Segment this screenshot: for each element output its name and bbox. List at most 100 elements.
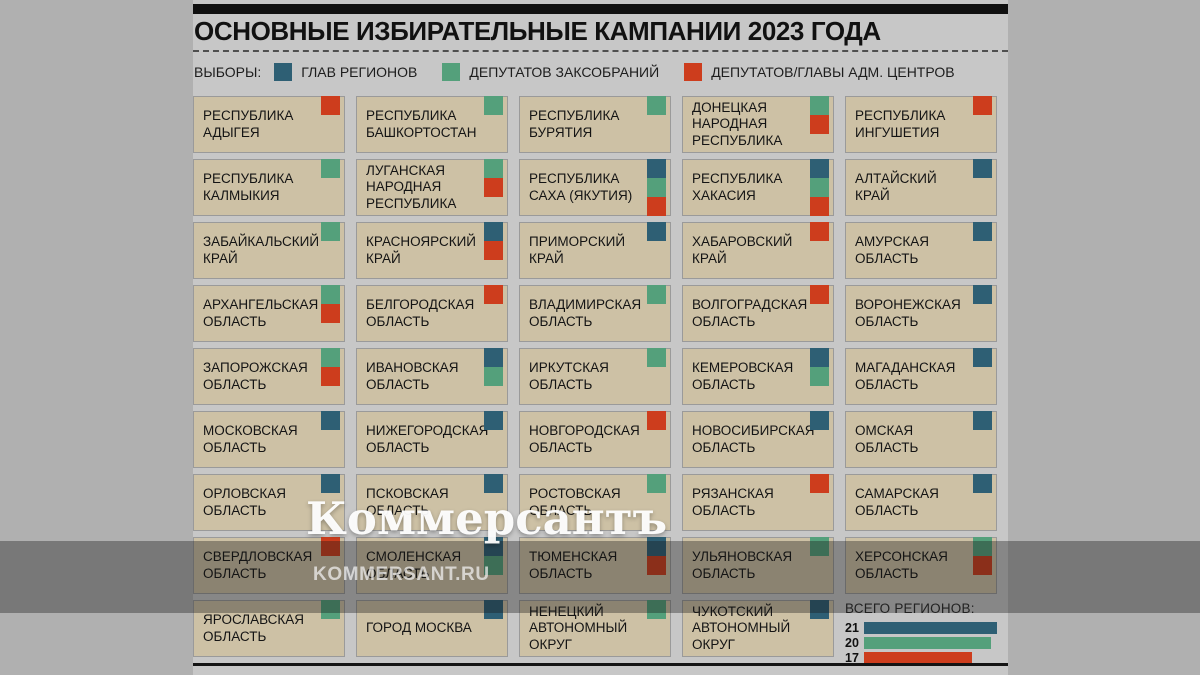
- green-mark-icon: [321, 600, 340, 619]
- green-swatch-icon: [442, 63, 461, 81]
- region-card: ОРЛОВСКАЯ ОБЛАСТЬ: [193, 474, 345, 531]
- red-mark-icon: [647, 556, 666, 575]
- region-name: ХЕРСОНСКАЯ ОБЛАСТЬ: [855, 549, 948, 581]
- region-marks: [810, 159, 829, 216]
- region-card: ПСКОВСКАЯ ОБЛАСТЬ: [356, 474, 508, 531]
- region-card: РЕСПУБЛИКА САХА (ЯКУТИЯ): [519, 159, 671, 216]
- region-marks: [973, 474, 992, 493]
- region-name: ВОЛГОГРАДСКАЯ ОБЛАСТЬ: [692, 297, 808, 329]
- region-marks: [321, 600, 340, 619]
- red-mark-icon: [973, 96, 992, 115]
- region-card: МОСКОВСКАЯ ОБЛАСТЬ: [193, 411, 345, 468]
- red-mark-icon: [810, 115, 829, 134]
- total-bar-blue: [864, 622, 997, 634]
- legend-item-label: ГЛАВ РЕГИОНОВ: [301, 64, 418, 80]
- region-name: МОСКОВСКАЯ ОБЛАСТЬ: [203, 423, 298, 455]
- region-marks: [810, 537, 829, 556]
- green-mark-icon: [647, 474, 666, 493]
- region-name: ДОНЕЦКАЯ НАРОДНАЯ РЕСПУБЛИКА: [692, 99, 783, 148]
- blue-mark-icon: [484, 474, 503, 493]
- green-mark-icon: [810, 537, 829, 556]
- blue-mark-icon: [647, 537, 666, 556]
- region-card: КЕМЕРОВСКАЯ ОБЛАСТЬ: [682, 348, 834, 405]
- blue-mark-icon: [484, 348, 503, 367]
- blue-mark-icon: [321, 474, 340, 493]
- blue-mark-icon: [973, 159, 992, 178]
- region-marks: [647, 285, 666, 304]
- blue-mark-icon: [321, 411, 340, 430]
- region-card: БЕЛГОРОДСКАЯ ОБЛАСТЬ: [356, 285, 508, 342]
- blue-mark-icon: [973, 474, 992, 493]
- blue-mark-icon: [647, 159, 666, 178]
- region-name: ЗАПОРОЖСКАЯ ОБЛАСТЬ: [203, 360, 308, 392]
- bottom-rule: [193, 663, 1008, 666]
- top-bar: [193, 4, 1008, 14]
- region-marks: [484, 285, 503, 304]
- region-marks: [647, 96, 666, 115]
- green-mark-icon: [647, 348, 666, 367]
- region-name: КЕМЕРОВСКАЯ ОБЛАСТЬ: [692, 360, 794, 392]
- region-card: ИВАНОВСКАЯ ОБЛАСТЬ: [356, 348, 508, 405]
- green-mark-icon: [810, 367, 829, 386]
- blue-mark-icon: [973, 222, 992, 241]
- red-mark-icon: [484, 178, 503, 197]
- region-name: КРАСНОЯРСКИЙ КРАЙ: [366, 234, 476, 266]
- red-mark-icon: [484, 241, 503, 260]
- green-mark-icon: [321, 348, 340, 367]
- region-marks: [973, 96, 992, 115]
- red-mark-icon: [321, 96, 340, 115]
- region-name: РЯЗАНСКАЯ ОБЛАСТЬ: [692, 486, 774, 518]
- region-card: АМУРСКАЯ ОБЛАСТЬ: [845, 222, 997, 279]
- region-card: ЗАПОРОЖСКАЯ ОБЛАСТЬ: [193, 348, 345, 405]
- green-mark-icon: [810, 178, 829, 197]
- region-card: САМАРСКАЯ ОБЛАСТЬ: [845, 474, 997, 531]
- region-name: АРХАНГЕЛЬСКАЯ ОБЛАСТЬ: [203, 297, 319, 329]
- region-name: ТЮМЕНСКАЯ ОБЛАСТЬ: [529, 549, 618, 581]
- green-mark-icon: [321, 222, 340, 241]
- region-marks: [810, 474, 829, 493]
- region-marks: [647, 222, 666, 241]
- region-card: ОМСКАЯ ОБЛАСТЬ: [845, 411, 997, 468]
- region-marks: [647, 474, 666, 493]
- total-bar-value: 17: [845, 651, 859, 665]
- region-card: МАГАДАНСКАЯ ОБЛАСТЬ: [845, 348, 997, 405]
- region-card: УЛЬЯНОВСКАЯ ОБЛАСТЬ: [682, 537, 834, 594]
- region-marks: [321, 96, 340, 115]
- red-mark-icon: [321, 304, 340, 323]
- region-card: РЕСПУБЛИКА БАШКОРТОСТАН: [356, 96, 508, 153]
- kommersant-logo: Коммерсантъ: [306, 492, 668, 545]
- region-card: ЛУГАНСКАЯ НАРОДНАЯ РЕСПУБЛИКА: [356, 159, 508, 216]
- watermark-band: [0, 541, 1200, 613]
- region-name: РЕСПУБЛИКА КАЛМЫКИЯ: [203, 171, 294, 203]
- region-name: АМУРСКАЯ ОБЛАСТЬ: [855, 234, 930, 266]
- blue-mark-icon: [810, 600, 829, 619]
- region-marks: [647, 159, 666, 216]
- region-name: РЕСПУБЛИКА ИНГУШЕТИЯ: [855, 108, 946, 140]
- region-name: РОСТОВСКАЯ ОБЛАСТЬ: [529, 486, 621, 518]
- region-card: ВЛАДИМИРСКАЯ ОБЛАСТЬ: [519, 285, 671, 342]
- blue-mark-icon: [973, 285, 992, 304]
- blue-mark-icon: [484, 537, 503, 556]
- region-marks: [973, 285, 992, 304]
- green-mark-icon: [647, 600, 666, 619]
- blue-mark-icon: [484, 600, 503, 619]
- red-mark-icon: [810, 285, 829, 304]
- region-marks: [484, 96, 503, 115]
- region-marks: [810, 600, 829, 619]
- region-name: СМОЛЕНСКАЯ ОБЛАСТЬ: [366, 549, 462, 581]
- region-name: МАГАДАНСКАЯ ОБЛАСТЬ: [855, 360, 956, 392]
- region-name: УЛЬЯНОВСКАЯ ОБЛАСТЬ: [692, 549, 793, 581]
- red-mark-icon: [973, 556, 992, 575]
- region-name: ИРКУТСКАЯ ОБЛАСТЬ: [529, 360, 609, 392]
- region-marks: [810, 285, 829, 304]
- legend-item-label: ДЕПУТАТОВ ЗАКСОБРАНИЙ: [469, 64, 660, 80]
- region-name: ИВАНОВСКАЯ ОБЛАСТЬ: [366, 360, 459, 392]
- region-marks: [810, 348, 829, 386]
- region-card: КРАСНОЯРСКИЙ КРАЙ: [356, 222, 508, 279]
- region-name: СВЕРДЛОВСКАЯ ОБЛАСТЬ: [203, 549, 313, 581]
- region-name: ГОРОД МОСКВА: [366, 620, 472, 636]
- region-card: ПРИМОРСКИЙ КРАЙ: [519, 222, 671, 279]
- region-name: НОВГОРОДСКАЯ ОБЛАСТЬ: [529, 423, 640, 455]
- green-mark-icon: [321, 159, 340, 178]
- green-mark-icon: [647, 178, 666, 197]
